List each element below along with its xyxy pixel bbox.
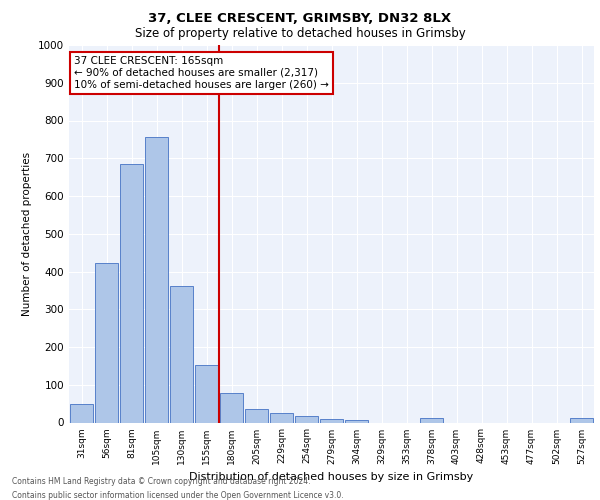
Text: 37, CLEE CRESCENT, GRIMSBY, DN32 8LX: 37, CLEE CRESCENT, GRIMSBY, DN32 8LX xyxy=(148,12,452,24)
Bar xyxy=(145,136,168,422)
Bar xyxy=(70,404,93,422)
Bar xyxy=(95,263,118,422)
Bar xyxy=(245,408,268,422)
Bar xyxy=(420,418,443,422)
Text: Size of property relative to detached houses in Grimsby: Size of property relative to detached ho… xyxy=(134,28,466,40)
Bar xyxy=(170,286,193,422)
Text: Contains HM Land Registry data © Crown copyright and database right 2024.: Contains HM Land Registry data © Crown c… xyxy=(12,478,311,486)
Text: 37 CLEE CRESCENT: 165sqm
← 90% of detached houses are smaller (2,317)
10% of sem: 37 CLEE CRESCENT: 165sqm ← 90% of detach… xyxy=(74,56,329,90)
Bar xyxy=(320,418,343,422)
X-axis label: Distribution of detached houses by size in Grimsby: Distribution of detached houses by size … xyxy=(190,472,473,482)
Text: Contains public sector information licensed under the Open Government Licence v3: Contains public sector information licen… xyxy=(12,491,344,500)
Bar xyxy=(120,164,143,422)
Bar xyxy=(195,365,218,422)
Bar xyxy=(295,416,318,422)
Bar xyxy=(220,393,243,422)
Bar xyxy=(570,418,593,422)
Y-axis label: Number of detached properties: Number of detached properties xyxy=(22,152,32,316)
Bar xyxy=(345,420,368,422)
Bar xyxy=(270,413,293,422)
